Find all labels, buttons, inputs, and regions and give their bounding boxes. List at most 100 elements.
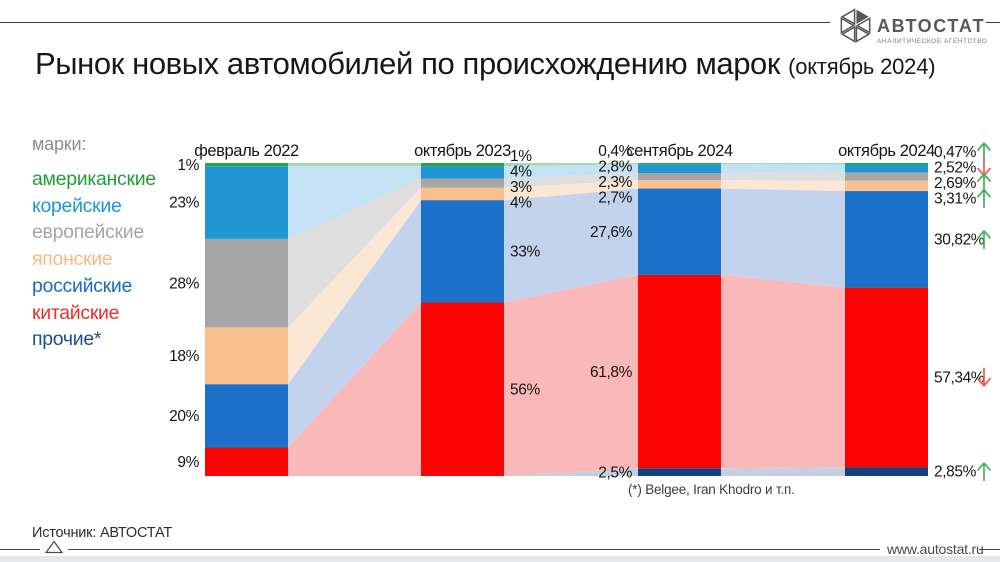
segment-value-label: 28% — [169, 275, 199, 292]
legend-item-european: европейские — [32, 221, 144, 244]
trend-arrow-up-icon — [977, 188, 991, 208]
segment-value-label: 27,6% — [590, 224, 633, 241]
flow-band-korean — [504, 164, 638, 179]
logo-triangle-filled — [856, 9, 869, 24]
segment-value-label: 2,85% — [934, 464, 977, 481]
flow-band-american — [721, 163, 845, 165]
page-title: Рынок новых автомобилей по происхождению… — [35, 46, 936, 82]
website-link[interactable]: www.autostat.ru — [887, 541, 984, 557]
column-segment-american — [205, 163, 288, 167]
column-segment-american — [421, 163, 504, 167]
segment-value-label: 18% — [169, 348, 199, 365]
logo-tagline: АНАЛИТИЧЕСКОЕ АГЕНТСТВО — [877, 37, 988, 45]
autostat-logo-icon — [840, 8, 871, 43]
column-segment-other — [845, 467, 928, 476]
segment-value-label: 2,52% — [934, 159, 977, 176]
column-segment-russian — [421, 200, 504, 303]
logo-triangle — [840, 8, 856, 26]
autostat-logo: АВТОСТАТ АНАЛИТИЧЕСКОЕ АГЕНТСТВО — [837, 5, 987, 46]
trend-arrow-down-icon — [977, 157, 991, 177]
legend-item-american: американские — [32, 168, 156, 190]
flow-band-russian — [288, 200, 421, 448]
column-header: октябрь 2024 — [838, 142, 935, 160]
flow-band-japanese — [288, 187, 421, 385]
segment-value-label: 0,4% — [598, 143, 632, 160]
top-rule-left — [0, 22, 830, 23]
flow-band-european — [504, 173, 638, 188]
column-segment-korean — [638, 164, 721, 174]
column-segment-korean — [421, 166, 504, 179]
bottom-edge — [0, 556, 1000, 562]
column-segment-chinese — [205, 447, 288, 476]
flow-band-chinese — [288, 302, 421, 476]
bottom-rule-left — [0, 549, 40, 550]
legend: марки: американские корейские европейски… — [32, 134, 156, 353]
flow-band-korean — [721, 164, 845, 173]
column-segment-other — [638, 468, 721, 476]
segment-value-label: 23% — [169, 195, 199, 212]
flow-band-other — [721, 467, 845, 476]
flow-band-chinese — [504, 274, 638, 476]
column-segment-chinese — [421, 302, 504, 476]
segment-value-label: 3,31% — [934, 190, 977, 207]
column-header: октябрь 2023 — [414, 142, 511, 160]
column-segment-russian — [845, 191, 928, 288]
column-segment-japanese — [205, 327, 288, 385]
column-segment-chinese — [638, 274, 721, 469]
logo-triangle — [840, 25, 856, 43]
column-header: сентябрь 2024 — [626, 142, 733, 160]
segment-value-label: 30,82% — [934, 232, 985, 249]
legend-item-other: прочие* — [32, 328, 102, 351]
column-segment-european — [845, 172, 928, 181]
segment-value-label: 4% — [510, 195, 532, 212]
column-segment-korean — [845, 164, 928, 173]
segment-value-label: 1% — [510, 148, 532, 165]
legend-list: американские корейские европейские японс… — [32, 166, 156, 353]
flow-band-american — [504, 163, 638, 167]
flow-band-russian — [721, 188, 845, 288]
column-segment-russian — [205, 384, 288, 448]
top-rule-right — [986, 22, 1000, 23]
logo-text: АВТОСТАТ АНАЛИТИЧЕСКОЕ АГЕНТСТВО — [877, 5, 987, 45]
flow-band-american — [288, 163, 421, 167]
segment-value-label: 2,8% — [598, 159, 632, 176]
segment-value-label: 0,47% — [934, 144, 977, 161]
flow-band-korean — [288, 166, 421, 239]
segment-value-label: 3% — [510, 179, 532, 196]
segment-value-label: 4% — [510, 164, 532, 181]
flow-band-european — [288, 178, 421, 328]
segment-value-label: 57,34% — [934, 370, 985, 387]
logo-triangle — [855, 25, 871, 43]
source-label: Источник: АВТОСТАТ — [32, 525, 172, 541]
column-segment-russian — [638, 188, 721, 275]
segment-value-label: 9% — [177, 454, 199, 471]
segment-value-label: 61,8% — [590, 364, 633, 381]
segment-value-label: 33% — [510, 244, 540, 261]
logo-triangle — [855, 16, 871, 35]
segment-value-label: 20% — [169, 408, 199, 425]
logo-triangle — [840, 16, 856, 35]
column-segment-chinese — [845, 287, 928, 468]
segment-value-label: 2,5% — [598, 464, 632, 481]
column-segment-american — [845, 163, 928, 165]
column-segment-japanese — [845, 180, 928, 192]
column-segment-korean — [205, 166, 288, 239]
flow-band-japanese — [504, 180, 638, 201]
segment-value-label: 2,69% — [934, 175, 977, 192]
legend-item-japanese: японские — [32, 248, 113, 271]
legend-title: марки: — [32, 134, 87, 154]
page-title-main: Рынок новых автомобилей по происхождению… — [35, 46, 781, 81]
flow-band-chinese — [721, 274, 845, 469]
flow-band-japanese — [721, 180, 845, 192]
bottom-rule-right — [979, 549, 1000, 550]
footer-triangle-icon — [45, 540, 63, 554]
column-segment-european — [638, 173, 721, 181]
column-segment-european — [421, 178, 504, 188]
trend-arrow-up-icon — [977, 230, 991, 250]
segment-value-label: 1% — [177, 157, 199, 174]
flow-band-european — [721, 172, 845, 181]
legend-item-russian: российские — [32, 274, 132, 297]
footnote: (*) Belgee, Iran Khodro и т.п. — [628, 482, 795, 497]
legend-item-korean: корейские — [32, 194, 122, 217]
